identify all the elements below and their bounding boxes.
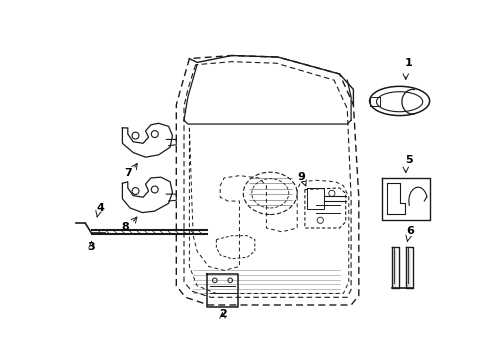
Text: 7: 7: [123, 168, 131, 177]
Text: 5: 5: [404, 154, 412, 165]
Text: 1: 1: [404, 58, 412, 68]
Text: 8: 8: [122, 221, 129, 231]
Polygon shape: [122, 177, 172, 213]
Text: 2: 2: [218, 309, 226, 319]
Polygon shape: [386, 183, 404, 214]
Text: 9: 9: [297, 172, 305, 182]
Text: 3: 3: [88, 242, 95, 252]
Text: 6: 6: [406, 226, 413, 236]
Polygon shape: [122, 123, 172, 157]
Text: 4: 4: [97, 203, 104, 213]
